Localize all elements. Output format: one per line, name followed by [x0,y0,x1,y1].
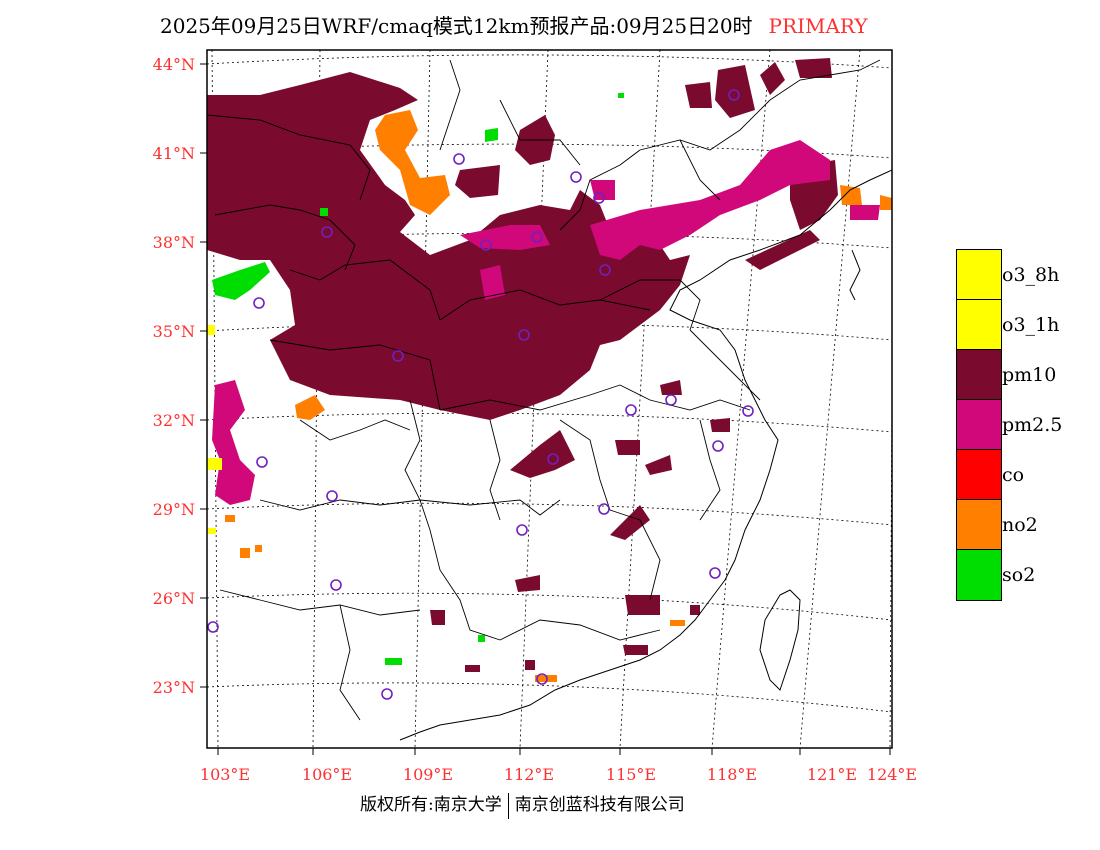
legend-swatch-co [957,450,1001,500]
lon-label-118: 118°E [706,765,758,784]
lon-label-124: 124°E [866,765,918,784]
legend-swatch-pm10 [957,350,1001,400]
legend-swatch-o3-1h [957,300,1001,350]
lon-label-115: 115°E [605,765,657,784]
legend-label-o3-8h: o3_8h [1002,264,1060,286]
boundary-lines [207,59,881,721]
city-markers [207,89,754,700]
lat-label-41: 41°N [152,144,195,163]
lat-label-38: 38°N [152,233,195,252]
legend-label-o3-1h: o3_1h [1002,314,1060,336]
lon-label-103: 103°E [199,765,251,784]
pm10-regions [207,58,838,672]
lon-label-112: 112°E [503,765,555,784]
lon-label-121: 121°E [806,765,858,784]
legend-label-pm10: pm10 [1002,364,1057,386]
lat-label-26: 26°N [152,589,195,608]
pm25-regions [212,140,880,505]
lon-label-109: 109°E [402,765,454,784]
title-primary: PRIMARY [768,14,868,38]
lat-label-35: 35°N [152,322,195,341]
map-title: 2025年09月25日WRF/cmaq模式12km预报产品:09月25日20时 P… [160,10,868,39]
title-main: 2025年09月25日WRF/cmaq模式12km预报产品:09月25日20时 [160,14,753,38]
o3-regions [207,325,222,534]
legend-label-so2: so2 [1002,564,1036,586]
footer-separator [507,792,509,819]
lat-label-32: 32°N [152,411,195,430]
so2-regions [212,93,624,665]
legend-swatch-no2 [957,500,1001,550]
copyright-right: 南京创蓝科技有限公司 [514,795,685,815]
copyright-footer: 版权所有:南京大学 南京创蓝科技有限公司 [360,790,685,819]
lat-label-44: 44°N [152,55,195,74]
legend-label-pm25: pm2.5 [1002,414,1063,436]
pollutant-legend [956,249,1002,601]
lat-label-29: 29°N [152,500,195,519]
no2-regions [225,110,892,682]
legend-label-no2: no2 [1002,514,1038,536]
legend-swatch-pm25 [957,400,1001,450]
axis-ticks [200,63,891,755]
legend-swatch-o3-8h [957,250,1001,300]
coastline [399,169,892,741]
lat-label-23: 23°N [152,678,195,697]
map-frame [206,49,893,749]
legend-label-co: co [1002,464,1025,486]
legend-swatch-so2 [957,550,1001,600]
copyright-left: 版权所有:南京大学 [360,795,502,815]
lon-label-106: 106°E [301,765,353,784]
